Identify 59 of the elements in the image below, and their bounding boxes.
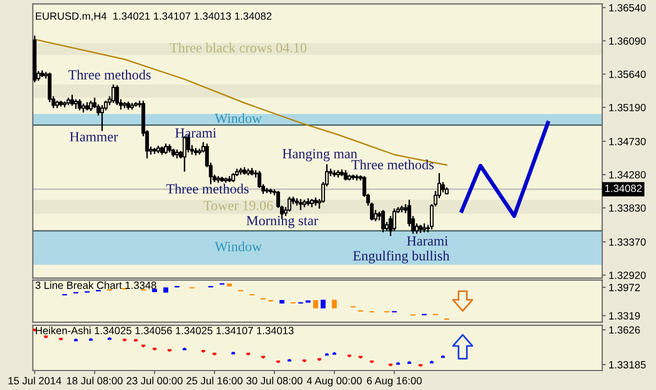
candlestick xyxy=(78,98,82,112)
annotation: Three methods xyxy=(351,160,434,170)
annotation: Three methods xyxy=(166,184,249,194)
annotation: Hanging man xyxy=(282,149,358,162)
chart-title: 3 Line Break Chart 1.3348 xyxy=(35,281,156,289)
bar xyxy=(227,283,232,287)
bar xyxy=(320,300,326,308)
candlestick xyxy=(164,142,168,155)
y-tick-label: 1.32920 xyxy=(609,272,646,279)
x-tick-label: 23 Jul 00:00 xyxy=(126,376,183,384)
y-tick-label: 1.33830 xyxy=(609,204,646,212)
y-tick-label: 1.35190 xyxy=(609,104,646,112)
candlestick xyxy=(288,196,292,212)
x-tick-label: 30 Jul 08:00 xyxy=(246,376,302,384)
band-label: Tower 19.06 xyxy=(204,200,273,210)
y-tick-label: 1.36540 xyxy=(609,4,646,12)
candlestick xyxy=(115,84,119,106)
y-tick-label: 1.36090 xyxy=(609,37,646,45)
annotation: Hammer xyxy=(70,132,118,142)
x-tick-label: 18 Jul 08:00 xyxy=(67,376,123,384)
bar xyxy=(306,300,311,303)
line-series xyxy=(460,120,550,218)
candlestick xyxy=(298,198,303,211)
y-tick-label: 1.3972 xyxy=(609,284,640,292)
y-tick-label: 1.35640 xyxy=(609,70,646,78)
candlestick xyxy=(381,209,385,233)
ref-line-label: 1.34082 xyxy=(605,184,642,192)
annotation: Engulfing bullish xyxy=(353,250,450,264)
bar xyxy=(332,300,337,308)
y-tick-label: 1.34730 xyxy=(609,138,646,146)
y-tick-label: 1.34280 xyxy=(609,171,646,178)
annotation: Harami xyxy=(406,236,448,246)
band-label: Window xyxy=(214,113,262,124)
bar xyxy=(152,288,157,292)
candlestick xyxy=(111,84,116,104)
annotation: Harami xyxy=(175,128,216,138)
annotation: Three methods xyxy=(68,70,151,80)
bar xyxy=(313,300,318,308)
text: EURUSD.m,H4 1.34021 1.34107 1.34013 1.34082 xyxy=(36,12,272,22)
bar xyxy=(279,300,284,304)
y-tick-label: 1.3319 xyxy=(609,312,640,320)
x-tick-label: 4 Aug 00:00 xyxy=(306,377,362,386)
y-tick-label: 1.33370 xyxy=(609,238,646,246)
candlestick xyxy=(344,169,348,182)
candlestick xyxy=(100,104,104,132)
candlestick xyxy=(70,94,74,107)
y-tick-label: 1.3626 xyxy=(609,326,640,334)
candlestick xyxy=(441,181,445,194)
candlestick xyxy=(414,222,419,234)
chart-title: Heiken-Ashi 1.34025 1.34056 1.34025 1.34107 1.34013 xyxy=(36,326,294,334)
x-tick-label: 25 Jul 16:00 xyxy=(186,376,242,384)
annotation: Morning star xyxy=(246,216,318,228)
x-tick-label: 15 Jul 2014 xyxy=(8,376,62,384)
y-tick-label: 1.33185 xyxy=(609,361,646,368)
candlestick xyxy=(74,98,78,110)
candlestick xyxy=(89,100,93,112)
x-tick-label: 6 Aug 16:00 xyxy=(367,377,422,386)
band-label: Window xyxy=(214,241,262,252)
band-label: Three black crows 04.10 xyxy=(170,42,306,53)
